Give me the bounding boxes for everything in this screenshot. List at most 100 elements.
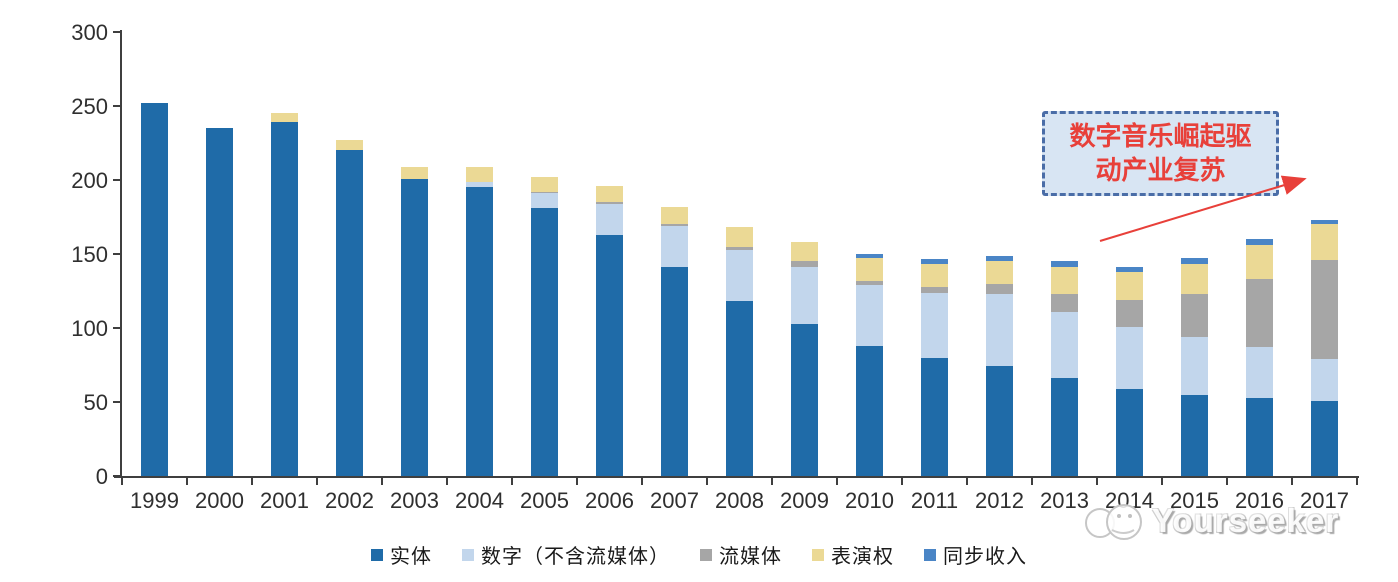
bar-segment: [1116, 388, 1143, 476]
bar-segment: [726, 249, 753, 302]
bar-segment: [271, 122, 298, 476]
bar-segment: [726, 246, 753, 250]
x-axis-label-2010: 2010: [845, 488, 894, 513]
x-axis-tick: [511, 478, 513, 485]
x-axis-tick: [381, 478, 383, 485]
stacked-bar-1999: [141, 103, 168, 476]
bar-segment: [596, 202, 623, 204]
legend-label: 表演权: [831, 546, 894, 568]
x-axis-label-2005: 2005: [520, 488, 569, 513]
y-axis-tick-label: 200: [71, 168, 108, 193]
bar-segment: [791, 261, 818, 268]
stacked-bar-2002: [336, 140, 363, 476]
stacked-bar-2000: [206, 128, 233, 476]
x-axis-tick: [121, 478, 123, 485]
bar-segment: [1246, 279, 1273, 348]
bar-segment: [1181, 258, 1208, 265]
x-axis-tick: [576, 478, 578, 485]
x-axis-label-2006: 2006: [585, 488, 634, 513]
bar-segment: [1311, 259, 1338, 360]
legend-swatch: [371, 548, 383, 561]
x-axis-label-2000: 2000: [195, 488, 244, 513]
bar-segment: [1051, 311, 1078, 379]
legend-label: 流媒体: [719, 546, 782, 568]
legend: 实体 数字（不含流媒体） 流媒体 表演权 同步收入: [0, 540, 1398, 569]
bar-segment: [271, 113, 298, 123]
bar-segment: [726, 301, 753, 476]
stacked-bar-2010: [856, 254, 883, 476]
bar-segment: [596, 234, 623, 476]
bar-segment: [661, 224, 688, 226]
x-axis-tick: [706, 478, 708, 485]
bar-segment: [1181, 264, 1208, 294]
stacked-bar-2016: [1246, 239, 1273, 476]
stacked-bar-2014: [1116, 267, 1143, 476]
legend-label: 同步收入: [943, 546, 1027, 568]
bar-segment: [661, 267, 688, 476]
bar-segment: [856, 280, 883, 286]
bar-segment: [596, 185, 623, 203]
bar-segment: [921, 292, 948, 358]
bar-segment: [466, 166, 493, 182]
bar-segment: [1311, 359, 1338, 401]
stacked-bar-2013: [1051, 261, 1078, 476]
x-axis-tick: [771, 478, 773, 485]
legend-label: 数字（不含流媒体）: [481, 546, 670, 568]
x-axis-label-2001: 2001: [260, 488, 309, 513]
x-axis-tick: [836, 478, 838, 485]
x-axis-tick: [1031, 478, 1033, 485]
bar-segment: [141, 103, 168, 476]
bar-segment: [856, 258, 883, 281]
legend-item: 数字（不含流媒体）: [462, 540, 670, 569]
annotation-line2: 动产业复苏: [1095, 155, 1226, 185]
stacked-bar-2015: [1181, 258, 1208, 476]
stacked-bar-2003: [401, 166, 428, 476]
bar-segment: [921, 264, 948, 287]
stacked-bar-2007: [661, 206, 688, 476]
x-axis-label-2004: 2004: [455, 488, 504, 513]
legend-swatch: [700, 548, 712, 561]
bar-segment: [1246, 239, 1273, 246]
bar-segment: [661, 225, 688, 268]
bar-segment: [336, 140, 363, 151]
bar-segment: [1181, 336, 1208, 395]
x-axis-label-2012: 2012: [975, 488, 1024, 513]
legend-item: 流媒体: [700, 540, 782, 569]
bar-segment: [726, 227, 753, 247]
y-axis-tick: [113, 475, 121, 477]
bar-segment: [791, 242, 818, 262]
x-axis-label-2002: 2002: [325, 488, 374, 513]
y-axis-tick: [113, 327, 121, 329]
x-axis-label-2003: 2003: [390, 488, 439, 513]
stacked-bar-2012: [986, 255, 1013, 476]
x-axis-label-2017: 2017: [1300, 488, 1349, 513]
bar-segment: [531, 191, 558, 194]
y-axis-tick-label: 250: [71, 94, 108, 119]
bar-segment: [1181, 293, 1208, 337]
y-axis-tick: [113, 31, 121, 33]
x-axis-tick: [186, 478, 188, 485]
bar-segment: [1051, 261, 1078, 268]
x-axis-tick: [1096, 478, 1098, 485]
x-axis-tick: [1291, 478, 1293, 485]
bar-segment: [986, 261, 1013, 284]
annotation-line1: 数字音乐崛起驱: [1069, 121, 1252, 151]
x-axis-tick: [251, 478, 253, 485]
bar-segment: [791, 267, 818, 324]
x-axis-label-2009: 2009: [780, 488, 829, 513]
y-axis-tick: [113, 179, 121, 181]
x-axis-tick: [966, 478, 968, 485]
bar-segment: [661, 206, 688, 225]
bar-segment: [1246, 245, 1273, 280]
x-axis-tick: [1161, 478, 1163, 485]
stacked-bar-2001: [271, 113, 298, 476]
x-axis-tick: [901, 478, 903, 485]
bar-segment: [921, 258, 948, 265]
y-axis-tick-label: 300: [71, 20, 108, 45]
annotation-box: 数字音乐崛起驱 动产业复苏: [1042, 111, 1279, 196]
bar-segment: [1311, 400, 1338, 476]
bar-segment: [466, 187, 493, 476]
bar-segment: [466, 181, 493, 188]
bar-segment: [1311, 224, 1338, 260]
